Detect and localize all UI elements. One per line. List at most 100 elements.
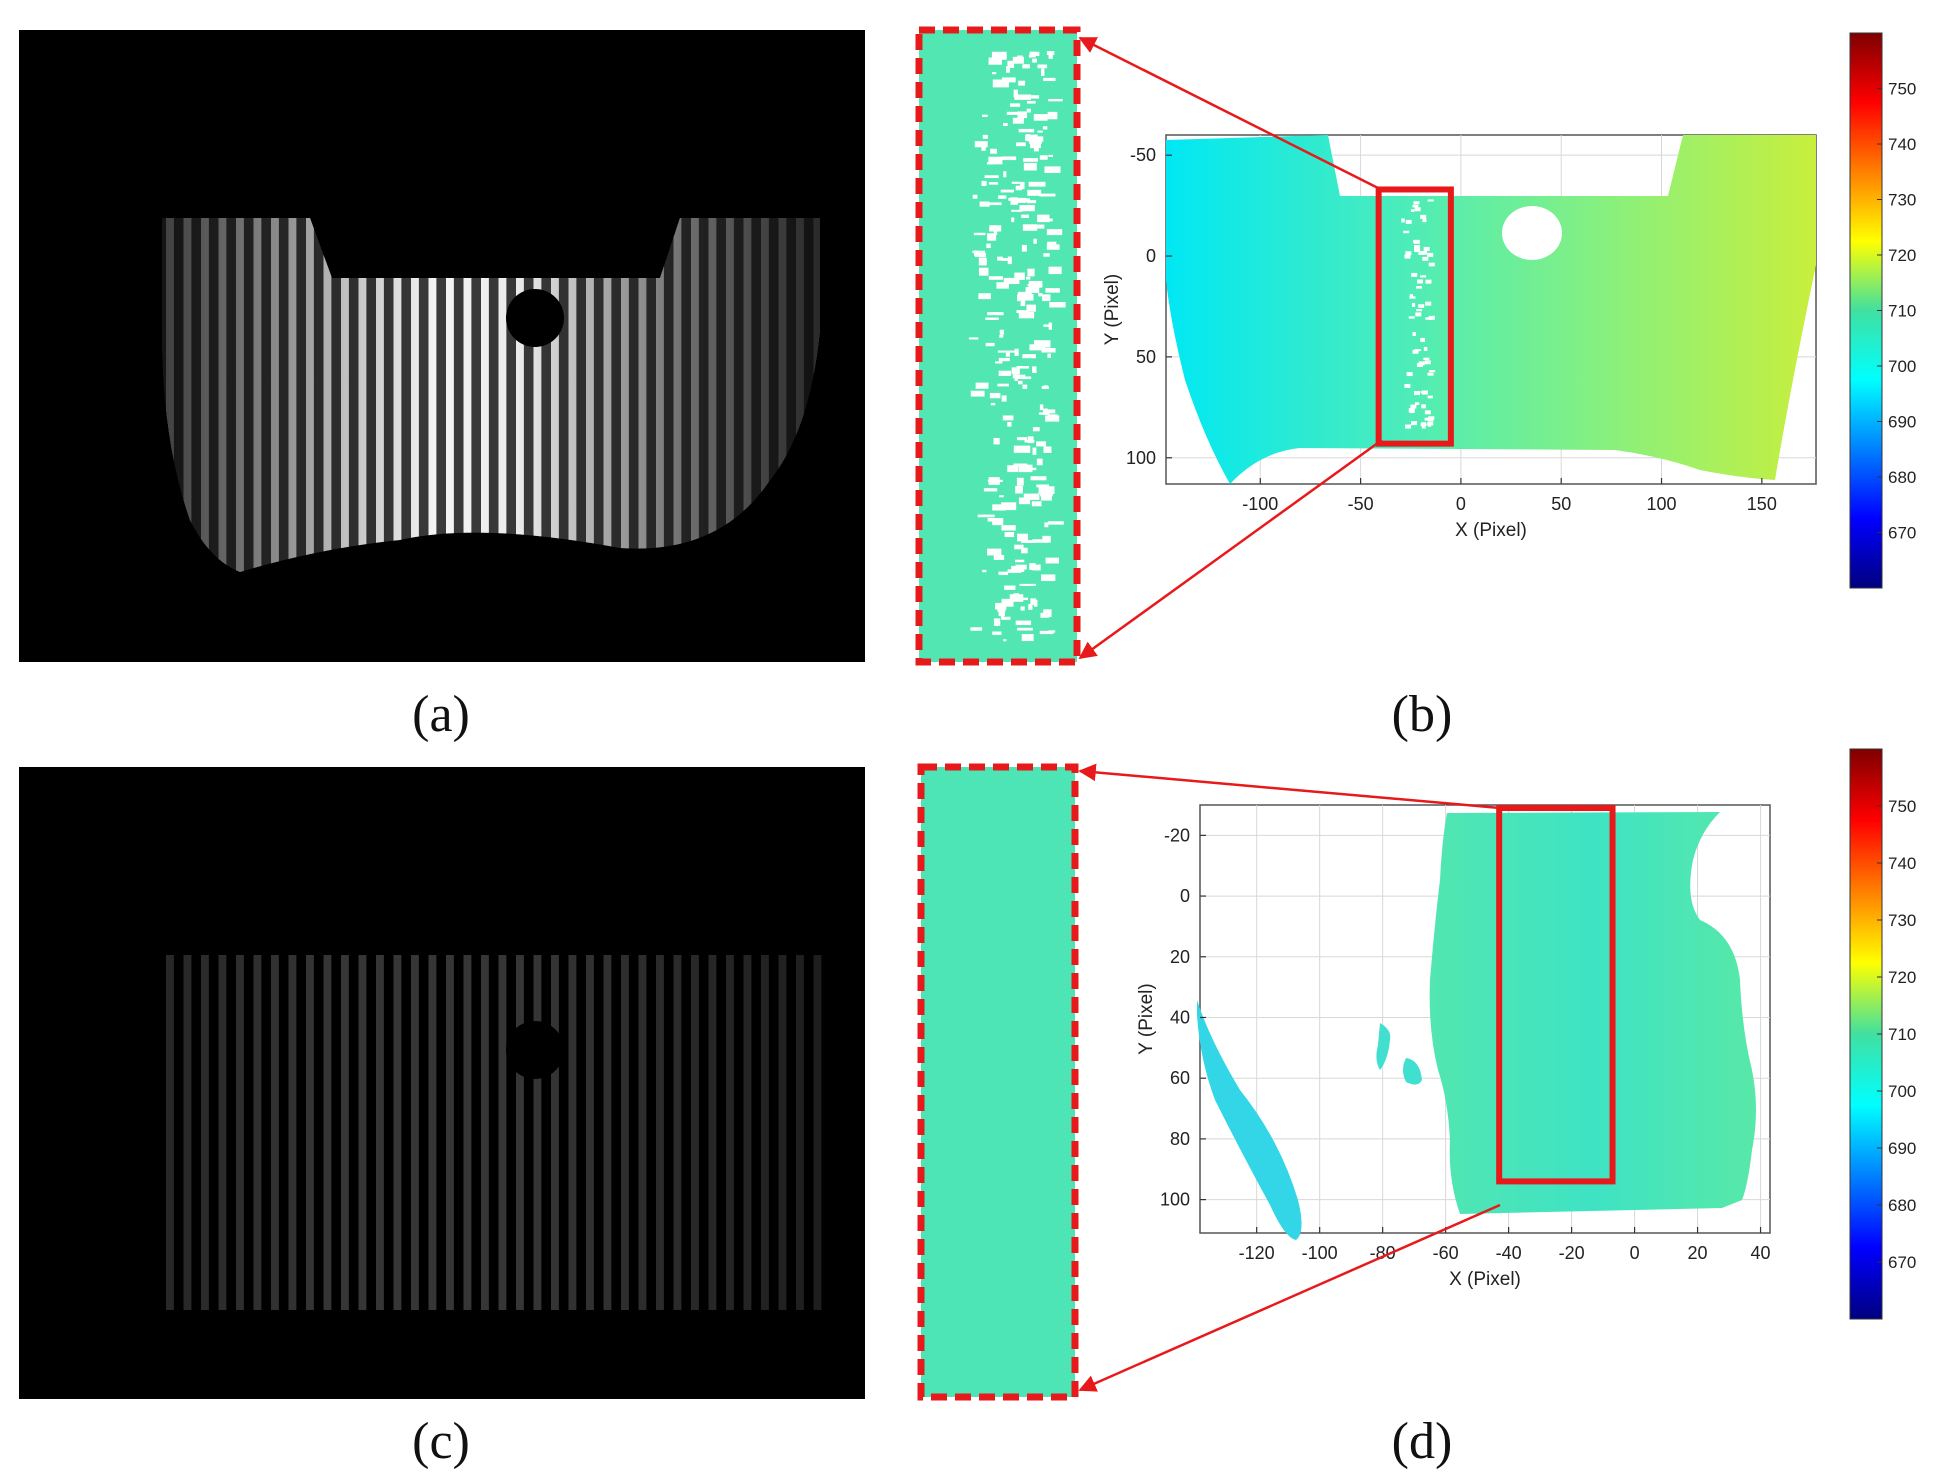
speckle xyxy=(975,382,989,389)
speckle xyxy=(1025,467,1037,471)
fringe-stripe xyxy=(813,955,822,1310)
fringe-stripe xyxy=(498,955,507,1310)
speckle xyxy=(998,609,1005,617)
speckle xyxy=(993,229,998,235)
colorbar-tick-label: 730 xyxy=(1888,191,1916,210)
speckle xyxy=(1044,494,1050,498)
speckle xyxy=(1046,496,1052,501)
colorbar-tick-label: 690 xyxy=(1888,413,1916,432)
speckle xyxy=(1033,114,1048,121)
speckle xyxy=(1425,301,1432,306)
speckle xyxy=(1027,283,1043,287)
speckle xyxy=(1424,360,1431,365)
speckle xyxy=(986,243,991,249)
colorbar-d: 670 680 690 700 710 720 730 740 750 xyxy=(1849,748,1916,1320)
fringe-stripe xyxy=(778,955,787,1310)
speckle xyxy=(1048,154,1054,157)
y-tick-label: 60 xyxy=(1170,1068,1190,1088)
speckle xyxy=(987,548,1002,556)
speckle xyxy=(1043,446,1052,453)
speckle xyxy=(1041,386,1049,389)
speckle xyxy=(995,361,1003,364)
speckle xyxy=(1017,55,1023,63)
speckle xyxy=(1038,486,1055,495)
speckle xyxy=(997,350,1015,353)
speckle xyxy=(1004,585,1016,590)
speckle xyxy=(973,232,986,236)
speckle xyxy=(1048,53,1053,59)
speckle xyxy=(1007,465,1019,473)
x-tick-label: 100 xyxy=(1647,494,1677,514)
speckle xyxy=(993,618,1001,626)
fringe-stripe xyxy=(236,955,244,1310)
speckle xyxy=(1026,108,1031,113)
speckle xyxy=(1425,279,1432,284)
speckle xyxy=(1045,288,1060,293)
speckle xyxy=(1013,463,1028,466)
fringe-stripe xyxy=(621,955,629,1310)
speckle xyxy=(1026,200,1037,204)
speckle xyxy=(1032,447,1037,455)
speckle xyxy=(1032,564,1041,571)
speckle xyxy=(1418,304,1425,308)
speckle xyxy=(1412,240,1419,243)
speckle xyxy=(1029,140,1042,144)
speckle xyxy=(1044,166,1061,173)
speckle xyxy=(1048,322,1052,330)
speckle xyxy=(1021,634,1034,642)
speckle xyxy=(1428,262,1435,267)
y-tick-label: -20 xyxy=(1164,825,1190,845)
speckle xyxy=(1405,424,1412,429)
speckle xyxy=(1422,256,1429,261)
colorbar-tick-label: 710 xyxy=(1888,302,1916,321)
fringe-image-a xyxy=(19,30,865,662)
part-hole-a xyxy=(506,289,564,347)
fringe-stripe xyxy=(166,955,174,1310)
speckle xyxy=(1047,241,1057,247)
speckle xyxy=(1033,144,1039,152)
colorbar-b: 670 680 690 700 710 720 730 740 750 xyxy=(1849,32,1916,589)
speckle xyxy=(1027,436,1034,444)
speckle xyxy=(1408,316,1415,319)
zoom-strip-d xyxy=(917,763,1079,1401)
x-tick-label: -80 xyxy=(1370,1243,1396,1263)
speckle xyxy=(1044,522,1049,528)
speckle xyxy=(987,312,1004,316)
speckle xyxy=(1042,535,1051,543)
x-tick-label: 20 xyxy=(1688,1243,1708,1263)
colorbar-tick-label: 670 xyxy=(1888,1253,1916,1272)
fringe-stripe xyxy=(691,955,699,1310)
speckle xyxy=(1418,250,1425,255)
speckle xyxy=(1033,599,1038,607)
x-tick-label: 40 xyxy=(1751,1243,1771,1263)
speckle xyxy=(1014,544,1024,550)
speckle xyxy=(1041,574,1056,582)
speckle xyxy=(1017,627,1033,631)
y-tick-label: 50 xyxy=(1136,347,1156,367)
speckle xyxy=(1042,294,1051,302)
speckle xyxy=(1027,136,1044,142)
speckle xyxy=(974,141,988,148)
speckle xyxy=(1427,417,1434,422)
speckle xyxy=(1006,66,1010,73)
y-tick-label: 0 xyxy=(1146,246,1156,266)
speckle xyxy=(1009,103,1021,107)
speckle xyxy=(1015,485,1023,494)
speckle xyxy=(1418,361,1425,366)
speckle xyxy=(1408,408,1415,413)
speckle xyxy=(1021,244,1028,252)
speckle xyxy=(1406,372,1413,377)
x-tick-label: -40 xyxy=(1496,1243,1522,1263)
speckle xyxy=(1037,214,1050,223)
fringe-stripe xyxy=(358,955,367,1310)
fringe-stripe xyxy=(551,955,559,1310)
speckle xyxy=(1409,296,1416,299)
speckle xyxy=(1411,272,1418,277)
speckle xyxy=(1412,332,1416,337)
speckle xyxy=(1026,134,1031,138)
speckle xyxy=(1421,404,1426,409)
speckle xyxy=(979,201,990,207)
fringe-stripe xyxy=(726,955,734,1310)
speckle xyxy=(1026,304,1036,312)
speckle xyxy=(1414,248,1421,253)
